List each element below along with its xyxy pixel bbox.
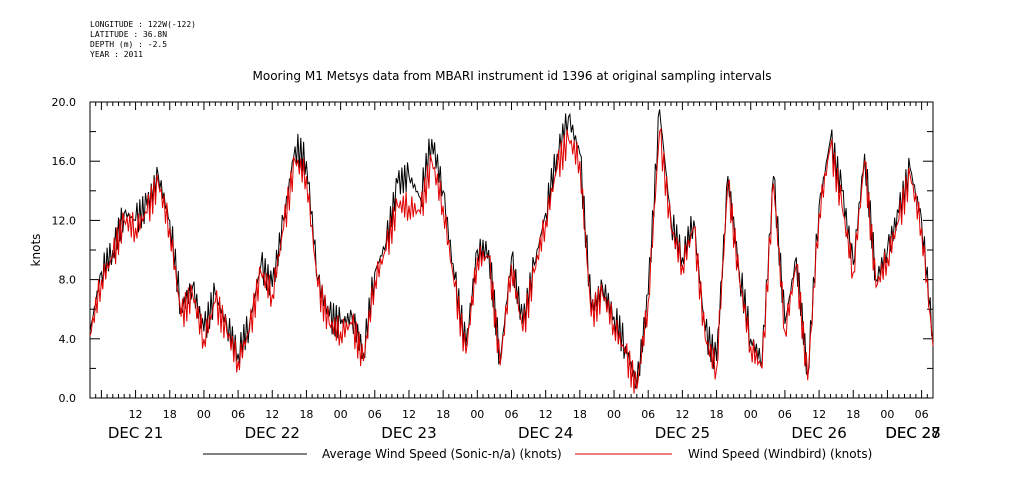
top-minor-ticks [89, 102, 934, 110]
y-tick-label: 8.0 [59, 274, 77, 287]
legend-text-red: Wind Speed (Windbird) (knots) [688, 447, 872, 461]
x-hour-label: 00 [197, 408, 211, 421]
y-tick-label: 0.0 [59, 392, 77, 405]
x-hour-label: 18 [163, 408, 177, 421]
x-hour-label: 18 [846, 408, 860, 421]
x-hour-label: 18 [299, 408, 313, 421]
x-hour-label: 12 [265, 408, 279, 421]
x-hour-label: 06 [231, 408, 245, 421]
longitude-text: LONGITUDE : 122W(-122) [90, 20, 196, 29]
y-tick-label: 12.0 [52, 214, 77, 227]
x-day-label: DEC 24 [518, 424, 573, 442]
series-line-0 [89, 109, 934, 390]
legend: Average Wind Speed (Sonic-n/a) (knots) W… [203, 447, 872, 461]
metadata-block: LONGITUDE : 122W(-122) LATITUDE : 36.8N … [90, 20, 196, 60]
year-text: YEAR : 2011 [90, 50, 143, 59]
x-day-label: DEC 26 [791, 424, 846, 442]
y-axis: 0.0 4.0 8.0 12.0 16.0 20.0 [52, 96, 933, 405]
series-group [89, 109, 934, 394]
x-day-label: DEC 21 [108, 424, 163, 442]
depth-text: DEPTH (m) : -2.5 [90, 40, 168, 49]
y-tick-label: 16.0 [52, 155, 77, 168]
x-day-label: DEC 28 [885, 424, 940, 442]
x-day-label: DEC 22 [245, 424, 300, 442]
x-hour-label: 06 [368, 408, 382, 421]
x-day-label: DEC 25 [655, 424, 710, 442]
x-hour-label: 12 [675, 408, 689, 421]
x-hour-label: 12 [402, 408, 416, 421]
x-day-label: DEC 23 [381, 424, 436, 442]
x-hour-label: 12 [812, 408, 826, 421]
x-hour-label: 18 [436, 408, 450, 421]
y-tick-label: 20.0 [52, 96, 77, 109]
y-axis-label: knots [29, 234, 43, 267]
x-hour-label: 06 [505, 408, 519, 421]
x-day-label: DEC 27 [885, 424, 940, 442]
x-hour-label: 18 [710, 408, 724, 421]
y-tick-label: 4.0 [59, 333, 77, 346]
x-axis: 12 18 00 06 12 18 00 06 12 18 00 06 12 18 00 06 12 18 00 06… [89, 390, 941, 442]
latitude-text: LATITUDE : 36.8N [90, 30, 168, 39]
x-hour-label: 00 [607, 408, 621, 421]
x-hour-label: 18 [573, 408, 587, 421]
x-hour-label: 00 [334, 408, 348, 421]
x-hour-label: 12 [539, 408, 553, 421]
series-line-1 [89, 126, 934, 394]
x-hour-label: 06 [915, 408, 929, 421]
x-hour-label: 00 [470, 408, 484, 421]
x-hour-label: 00 [744, 408, 758, 421]
x-hour-label: 06 [641, 408, 655, 421]
chart-title: Mooring M1 Metsys data from MBARI instru… [253, 69, 772, 83]
x-hour-label: 06 [778, 408, 792, 421]
legend-text-black: Average Wind Speed (Sonic-n/a) (knots) [322, 447, 562, 461]
x-hour-label: 12 [129, 408, 143, 421]
x-hour-label: 00 [880, 408, 894, 421]
